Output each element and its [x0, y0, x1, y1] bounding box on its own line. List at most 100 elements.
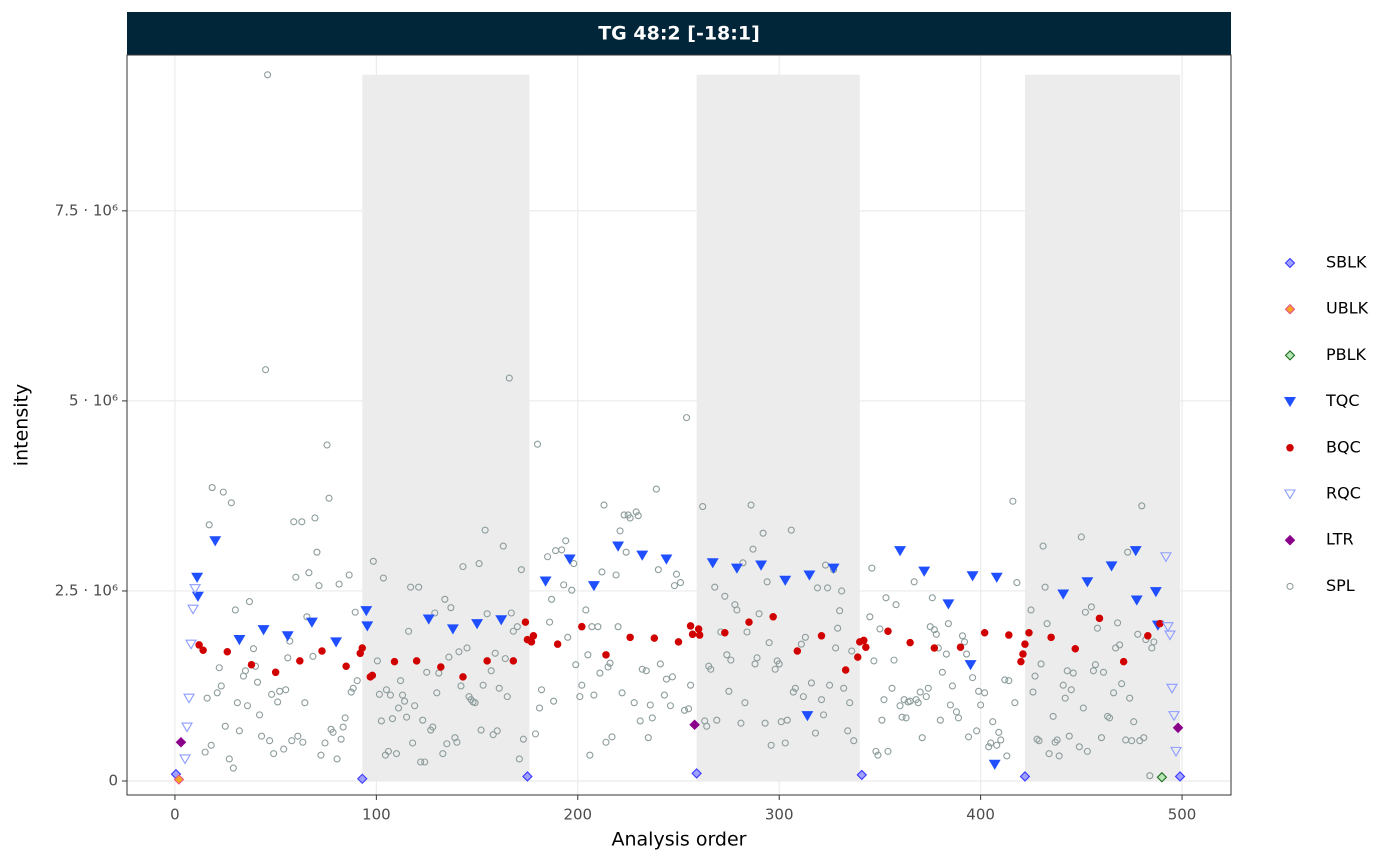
point: [1005, 631, 1013, 639]
point: [926, 623, 934, 631]
point: [407, 583, 415, 591]
point: [179, 754, 191, 765]
point: [247, 660, 256, 669]
point: [687, 681, 695, 689]
point: [838, 587, 846, 595]
point: [884, 627, 892, 635]
point: [392, 750, 401, 758]
point: [1083, 747, 1091, 755]
legend-label: TQC: [1325, 391, 1360, 410]
point: [1150, 638, 1158, 646]
point: [888, 684, 896, 692]
point: [779, 575, 792, 586]
point: [626, 514, 634, 522]
point: [841, 666, 850, 674]
point: [753, 654, 761, 662]
point: [632, 508, 640, 516]
point: [522, 771, 533, 782]
point: [227, 499, 235, 507]
point: [813, 584, 822, 592]
strip: [127, 12, 1231, 55]
point: [439, 750, 447, 758]
point: [797, 640, 805, 648]
point: [443, 740, 451, 748]
point: [1037, 660, 1045, 668]
point: [1124, 548, 1132, 556]
point: [489, 731, 497, 739]
x-tick-label: 0: [170, 806, 180, 824]
point: [1069, 669, 1077, 677]
point: [980, 629, 989, 637]
point: [358, 644, 367, 652]
point: [973, 727, 981, 735]
point: [642, 667, 650, 675]
point: [208, 484, 216, 492]
point: [749, 545, 757, 553]
point: [733, 606, 741, 614]
point: [868, 564, 876, 572]
point: [349, 684, 357, 692]
point: [382, 686, 390, 694]
point: [606, 659, 614, 667]
point: [447, 604, 455, 612]
point: [286, 637, 294, 645]
point: [360, 606, 373, 617]
point: [590, 691, 598, 699]
point: [1045, 750, 1053, 758]
point: [321, 739, 329, 747]
point: [703, 722, 711, 730]
point: [264, 71, 272, 79]
point: [622, 548, 630, 556]
point: [1130, 718, 1138, 726]
point: [608, 733, 616, 741]
point: [1051, 738, 1059, 746]
point: [537, 686, 546, 694]
point: [1003, 752, 1011, 760]
point: [990, 572, 1003, 583]
point: [390, 657, 399, 666]
point: [817, 632, 826, 640]
point: [353, 677, 361, 685]
point: [987, 739, 995, 747]
point: [299, 738, 307, 746]
point: [876, 625, 884, 633]
point: [483, 610, 491, 618]
point: [616, 527, 624, 535]
point: [1138, 502, 1146, 510]
point: [1011, 699, 1019, 707]
point: [807, 679, 815, 687]
point: [337, 735, 345, 743]
point: [672, 570, 681, 578]
legend-label: SBLK: [1326, 253, 1367, 272]
point: [386, 691, 395, 699]
point: [292, 573, 300, 581]
point: [602, 651, 610, 659]
point: [1019, 771, 1031, 782]
point: [280, 745, 288, 753]
point: [1093, 624, 1102, 632]
point: [318, 647, 326, 655]
point: [944, 620, 952, 628]
point: [501, 655, 509, 663]
point: [1063, 667, 1071, 675]
point: [266, 737, 274, 745]
point: [1134, 630, 1142, 638]
point: [741, 699, 749, 707]
point: [956, 643, 965, 651]
point: [417, 758, 425, 766]
point: [513, 623, 521, 631]
point: [333, 755, 341, 763]
point: [219, 488, 227, 496]
point: [594, 623, 602, 631]
point: [964, 660, 977, 671]
point: [626, 633, 634, 642]
point: [235, 727, 243, 735]
legend-label: RQC: [1326, 484, 1361, 503]
point: [453, 738, 461, 746]
point: [707, 665, 715, 673]
point: [730, 563, 743, 574]
point: [578, 622, 586, 631]
point: [282, 686, 290, 694]
point: [255, 711, 264, 719]
point: [1017, 657, 1025, 666]
